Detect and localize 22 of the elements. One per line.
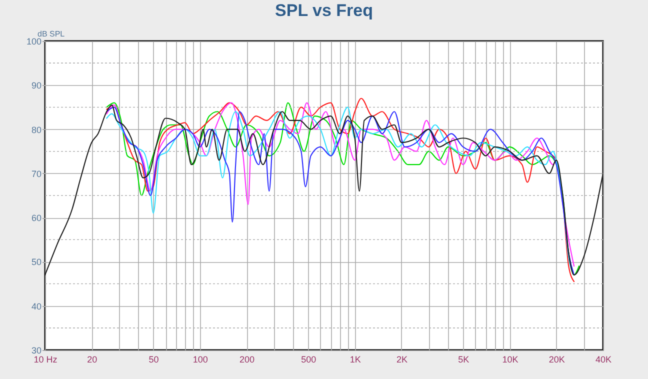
x-tick-label: 100 (192, 354, 208, 364)
y-tick-label: 80 (31, 124, 42, 135)
y-tick-label: 100 (26, 36, 42, 46)
x-tick-label: 2K (396, 354, 408, 364)
x-tick-label: 1K (350, 354, 361, 364)
chart-title: SPL vs Freq (275, 1, 373, 20)
x-tick-label: 5K (458, 354, 470, 364)
x-tick-label: 40K (595, 354, 612, 364)
y-tick-label: 60 (31, 213, 42, 224)
x-tick-label: 20K (548, 354, 565, 364)
y-tick-label: 30 (31, 346, 42, 356)
x-tick-label: 50 (148, 354, 159, 364)
y-tick-label: 50 (31, 257, 42, 268)
y-tick-label: 90 (31, 80, 42, 91)
y-tick-label: 40 (31, 301, 42, 312)
y-axis-title: dB SPL (38, 30, 66, 38)
x-tick-label: 10K (502, 354, 518, 364)
x-tick-label: 500 (301, 354, 316, 364)
y-tick-label: 70 (31, 168, 42, 179)
x-tick-label: 20 (87, 354, 98, 364)
x-tick-label: 10 Hz (34, 354, 58, 364)
x-tick-label: 200 (240, 354, 255, 364)
